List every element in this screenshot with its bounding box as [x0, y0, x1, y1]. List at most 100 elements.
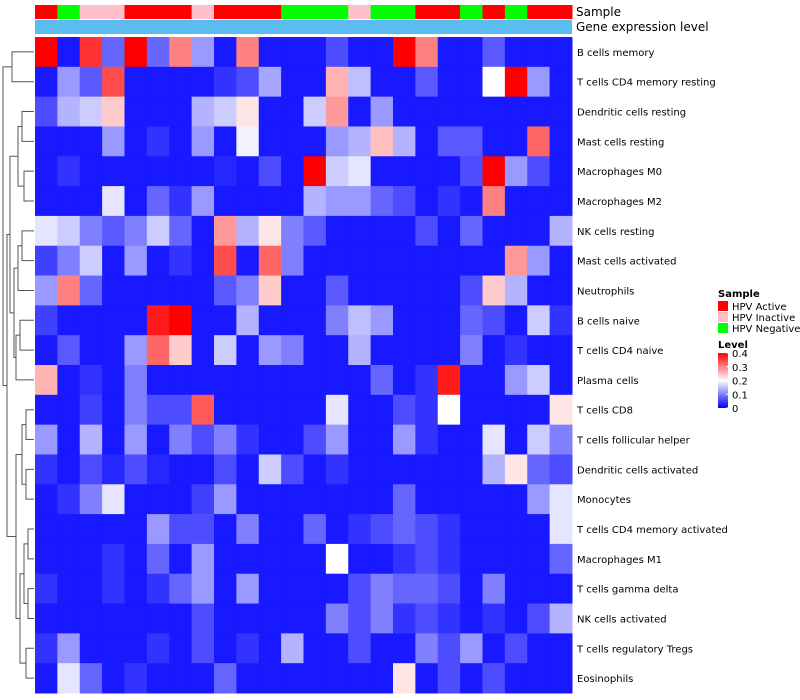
- row-label: T cells CD4 memory activated: [576, 525, 728, 536]
- heatmap-cell: [527, 603, 551, 634]
- heatmap-cell: [303, 335, 327, 366]
- heatmap-cell: [527, 215, 551, 247]
- heatmap-cell: [303, 126, 327, 157]
- heatmap-cell: [482, 335, 506, 366]
- heatmap-cell: [348, 633, 372, 664]
- heatmap-cell: [35, 186, 58, 217]
- heatmap-cell: [258, 573, 282, 605]
- heatmap-cell: [236, 573, 260, 605]
- heatmap-cell: [393, 603, 416, 634]
- heatmap-cell: [35, 424, 58, 455]
- heatmap-cell: [79, 275, 103, 306]
- level-legend-tick-label: 0.4: [732, 349, 748, 360]
- heatmap-cell: [57, 96, 81, 127]
- sample-annotation-cell: [258, 5, 282, 19]
- heatmap-cell: [281, 335, 304, 366]
- row-label: Neutrophils: [577, 286, 634, 297]
- heatmap-cell: [504, 126, 528, 157]
- heatmap-cell: [482, 245, 506, 277]
- heatmap-cell: [236, 663, 260, 694]
- heatmap-cell: [236, 394, 260, 426]
- heatmap-cell: [393, 424, 416, 455]
- heatmap-cell: [191, 37, 215, 68]
- level-legend-tick-label: 0: [732, 404, 738, 415]
- heatmap-cell: [504, 365, 528, 396]
- dendrogram-branch: [21, 230, 34, 262]
- heatmap-cell: [303, 215, 327, 247]
- heatmap-cell: [169, 96, 193, 127]
- heatmap-cell: [35, 454, 58, 485]
- heatmap-cell: [79, 126, 103, 157]
- heatmap-cell: [258, 245, 282, 277]
- heatmap-cell: [35, 365, 58, 396]
- heatmap-cell: [191, 66, 215, 98]
- heatmap-cell: [35, 37, 58, 68]
- heatmap-cell: [370, 543, 394, 575]
- heatmap-cell: [79, 543, 103, 575]
- row-label: NK cells resting: [577, 227, 654, 238]
- heatmap-cell: [214, 424, 237, 455]
- sample-annotation-cell: [437, 5, 461, 19]
- heatmap-cell: [482, 126, 506, 157]
- heatmap-cell: [169, 543, 193, 575]
- heatmap-cell: [169, 66, 193, 98]
- heatmap-cell: [236, 603, 260, 634]
- heatmap-cell: [527, 96, 551, 127]
- heatmap-cell: [258, 186, 282, 217]
- heatmap-cell: [348, 603, 372, 634]
- heatmap-cell: [191, 454, 215, 485]
- row-labels: B cells memory T cells CD4 memory resting…: [576, 48, 728, 685]
- heatmap-cell: [549, 335, 573, 366]
- heatmap-cell: [325, 126, 349, 157]
- heatmap-cell: [79, 96, 103, 127]
- dendrogram-branch: [17, 245, 34, 291]
- heatmap-cell: [102, 96, 125, 127]
- heatmap-cell: [460, 96, 483, 127]
- heatmap-cell: [146, 394, 170, 426]
- heatmap-cell: [504, 633, 528, 664]
- heatmap-cell: [281, 543, 304, 575]
- dendrogram-branch: [25, 468, 34, 500]
- heatmap-cell: [437, 543, 461, 575]
- sample-annotation-cell: [303, 5, 327, 19]
- heatmap-cell: [214, 37, 237, 68]
- heatmap-cell: [348, 454, 372, 485]
- heatmap-cell: [415, 66, 439, 98]
- row-dendrogram: [2, 51, 34, 679]
- heatmap-cell: [214, 573, 237, 605]
- heatmap-cell: [370, 365, 394, 396]
- heatmap-cell: [325, 156, 349, 187]
- heatmap-cell: [124, 245, 148, 277]
- heatmap-cell: [79, 215, 103, 247]
- heatmap-cell: [527, 305, 551, 336]
- heatmap-cell: [236, 96, 260, 127]
- heatmap-cell: [325, 335, 349, 366]
- heatmap-cell: [124, 603, 148, 634]
- level-colorbar: [718, 353, 728, 408]
- heatmap-cells: [35, 37, 573, 694]
- row-label: Macrophages M1: [577, 555, 662, 566]
- heatmap-cell: [258, 365, 282, 396]
- heatmap-cell: [460, 424, 483, 455]
- heatmap-cell: [258, 633, 282, 664]
- heatmap-cell: [437, 484, 461, 515]
- heatmap-cell: [437, 186, 461, 217]
- heatmap-cell: [527, 245, 551, 277]
- heatmap-cell: [281, 37, 304, 68]
- heatmap-cell: [370, 663, 394, 694]
- heatmap-cell: [57, 275, 81, 306]
- heatmap-cell: [214, 126, 237, 157]
- heatmap-cell: [303, 663, 327, 694]
- dendrogram-branch: [17, 125, 24, 187]
- heatmap-cell: [504, 454, 528, 485]
- heatmap-cell: [281, 96, 304, 127]
- heatmap-cell: [191, 633, 215, 664]
- heatmap-cell: [35, 245, 58, 277]
- sample-annotation-cell: [460, 5, 483, 19]
- heatmap-cell: [437, 275, 461, 306]
- heatmap-cell: [527, 633, 551, 664]
- heatmap-cell: [504, 484, 528, 515]
- heatmap-cell: [348, 96, 372, 127]
- heatmap-cell: [102, 335, 125, 366]
- heatmap-cell: [35, 96, 58, 127]
